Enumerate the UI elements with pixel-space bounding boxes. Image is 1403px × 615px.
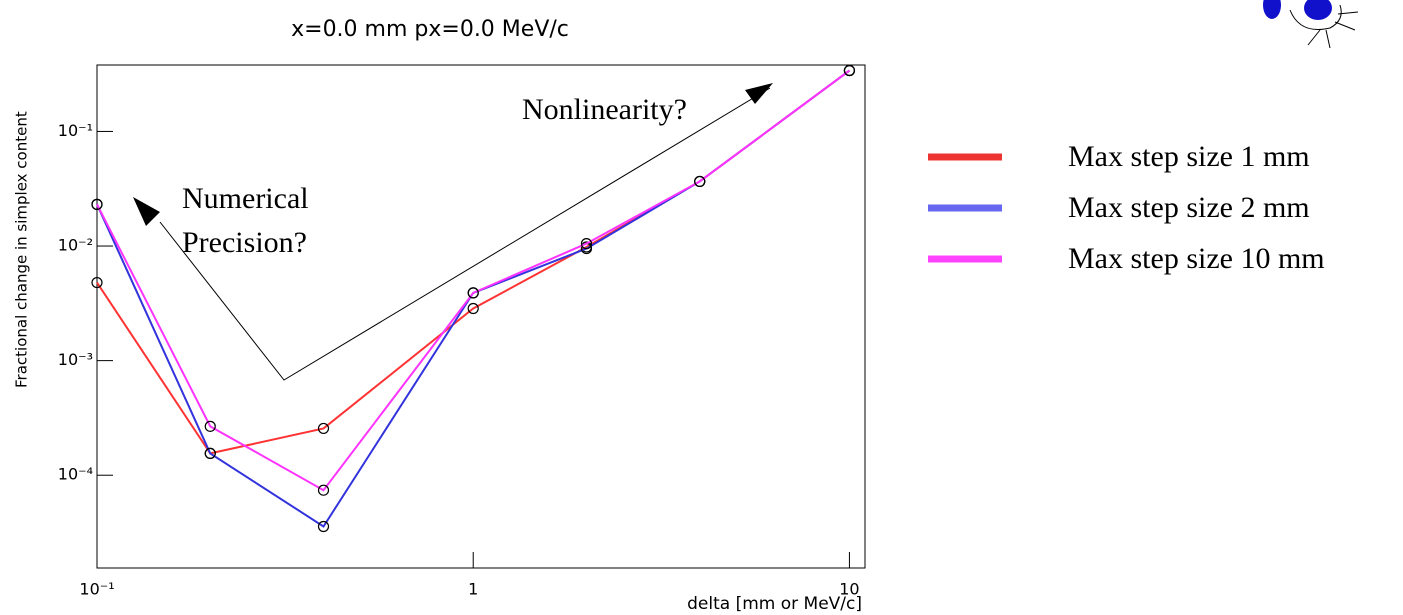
y-tick-label: 10⁻² (58, 236, 93, 255)
x-tick-label: 1 (468, 580, 478, 599)
data-point (317, 422, 330, 435)
annotation: Numerical (182, 182, 309, 215)
legend-label: Max step size 2 mm (1068, 191, 1310, 224)
plot-frame (96, 64, 866, 569)
data-point (91, 198, 103, 210)
x-axis-label: delta [mm or MeV/c] (687, 594, 862, 614)
data-point (204, 447, 216, 460)
y-tick-label: 10⁻⁴ (58, 465, 93, 484)
y-tick-label: 10⁻³ (58, 350, 93, 369)
data-point (467, 302, 479, 315)
data-point (843, 64, 856, 77)
series-line (96, 69, 851, 492)
logo (1263, 0, 1359, 49)
y-axis-label: Fractional change in simplex content (13, 111, 31, 388)
series-line (96, 69, 851, 455)
arrowhead (745, 83, 773, 104)
data-point (467, 287, 479, 299)
legend-label: Max step size 10 mm (1068, 242, 1325, 275)
arrowhead (133, 197, 160, 226)
annotation: Precision? (182, 226, 307, 259)
legend-label: Max step size 1 mm (1068, 140, 1310, 173)
x-tick-label: 10⁻¹ (79, 580, 114, 599)
data-point (91, 276, 103, 289)
data-point (204, 420, 216, 432)
x-tick-label: 10 (839, 580, 859, 599)
data-point (694, 175, 706, 188)
data-point (317, 520, 330, 533)
y-tick-label: 10⁻¹ (58, 121, 93, 140)
data-point (580, 238, 593, 250)
annotation: Nonlinearity? (522, 93, 687, 126)
annotation-line (159, 87, 771, 381)
chart-title: x=0.0 mm px=0.0 MeV/c (291, 17, 569, 42)
data-point (317, 484, 330, 496)
